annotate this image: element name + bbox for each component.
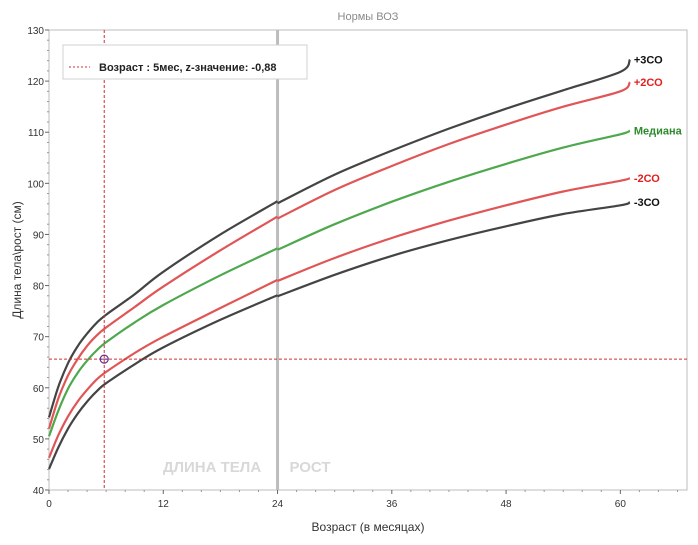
chart-title: Нормы ВОЗ (338, 11, 399, 23)
legend-box (62, 44, 308, 80)
legend: Возраст : 5мес, z-значение: -0,88 (62, 44, 308, 80)
y-tick-label: 90 (33, 230, 45, 241)
series-2-label: Медиана (634, 126, 683, 138)
x-tick-label: 12 (158, 499, 170, 510)
y-tick-label: 110 (28, 128, 44, 139)
x-tick-label: 36 (386, 499, 398, 510)
series-4-line-length (47, 294, 278, 470)
plot-area (48, 29, 688, 491)
y-tick-label: 40 (33, 486, 45, 497)
y-tick-label: 60 (33, 384, 45, 395)
x-axis-title: Возраст (в месяцах) (312, 520, 425, 534)
series-lines (47, 58, 631, 470)
series-3-line-length (47, 278, 278, 459)
y-tick-label: 80 (33, 282, 45, 293)
y-tick-label: 120 (27, 77, 44, 88)
y-axis-title: Длина тела\рост (см) (10, 201, 24, 319)
series-3-label: -2СО (634, 173, 660, 185)
series-2-line-height (277, 129, 631, 251)
series-4-line-height (277, 201, 631, 298)
series-2-line-length (47, 247, 278, 437)
zone-label-length: ДЛИНА ТЕЛА (163, 459, 262, 476)
x-tick-label: 24 (272, 499, 284, 510)
y-tick-label: 50 (33, 435, 45, 446)
x-tick-label: 48 (501, 499, 513, 510)
crosshair (49, 30, 687, 490)
x-tick-label: 0 (46, 499, 52, 510)
x-tick-label: 60 (615, 499, 627, 510)
series-1-line-length (47, 215, 279, 430)
series-0-line-height (277, 58, 631, 205)
series-4-label: -3СО (634, 197, 660, 209)
zone-labels: ДЛИНА ТЕЛА РОСТ (163, 459, 331, 476)
y-tick-label: 100 (27, 179, 44, 190)
series-3-line-height (277, 177, 631, 283)
y-tick-label: 70 (33, 333, 45, 344)
series-labels: +3СО +2СО Медиана -2СО -3СО (634, 55, 683, 210)
y-tick-label: 130 (27, 26, 44, 37)
series-0-line-length (47, 200, 279, 418)
series-1-line-height (277, 81, 631, 220)
y-axis-ticks: 40 50 60 70 80 90 100 110 120 130 (27, 26, 49, 497)
series-1-label: +2СО (634, 77, 663, 89)
zone-label-height: РОСТ (289, 459, 330, 476)
x-axis-ticks: 0 12 24 36 48 60 (46, 490, 678, 510)
series-0-label: +3СО (634, 55, 663, 67)
legend-label: Возраст : 5мес, z-значение: -0,88 (99, 62, 277, 74)
